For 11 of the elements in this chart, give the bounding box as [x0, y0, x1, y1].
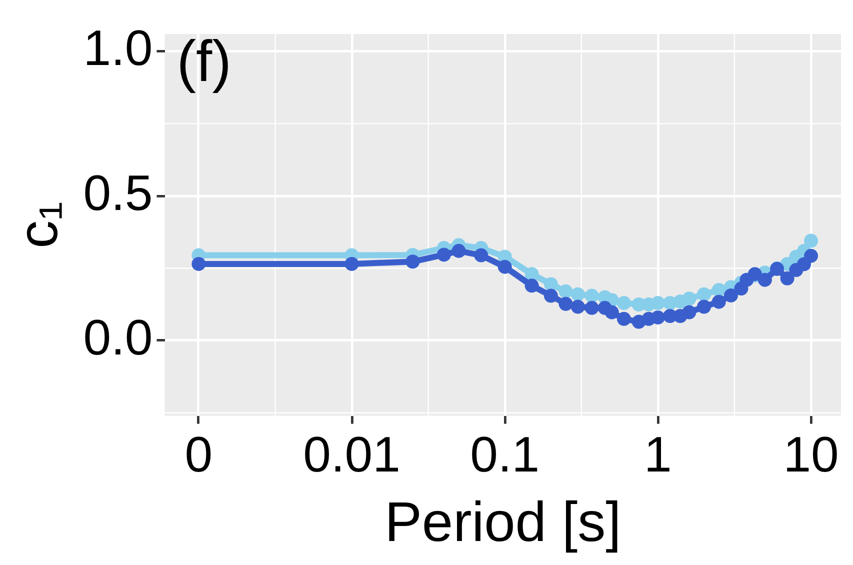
x-tick-label: 10	[783, 426, 839, 483]
y-tick-label: 0.5	[83, 164, 153, 221]
x-tick-label: 1	[644, 426, 672, 483]
y-tick-label: 1.0	[83, 20, 153, 76]
annotation: (f)	[176, 29, 232, 94]
x-axis-title: Period [s]	[384, 490, 622, 553]
y-axis-title: c₁	[6, 201, 70, 248]
x-tick-label: 0	[184, 426, 213, 483]
y-tick-label: 0.0	[83, 309, 153, 366]
x-tick-label: 0.1	[470, 426, 540, 483]
x-tick-label: 0.01	[303, 426, 400, 483]
